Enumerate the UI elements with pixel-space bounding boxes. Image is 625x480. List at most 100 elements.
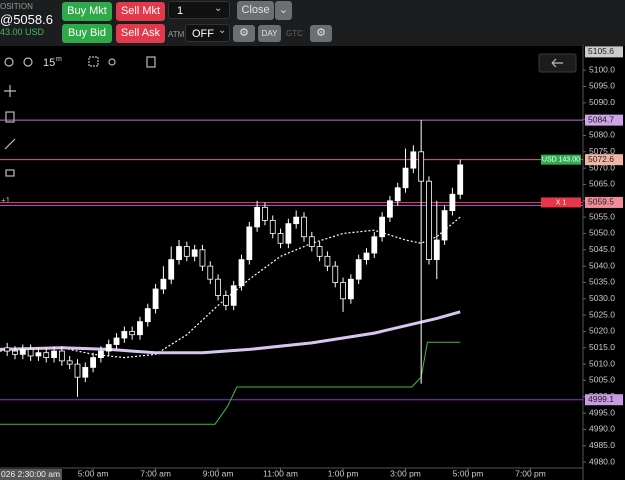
y-tick-label: 5010.0 <box>589 358 615 368</box>
level-label-box <box>585 394 623 406</box>
candle-body <box>340 282 346 300</box>
candle-body <box>269 220 276 234</box>
candle-body <box>207 265 214 280</box>
note-tool[interactable] <box>5 111 15 123</box>
crosshair-time-label: 026 2:30:00 am <box>1 469 60 479</box>
x-tick-label: 5:00 pm <box>453 468 484 478</box>
interval[interactable]: 15 <box>43 57 55 69</box>
buy-market-button[interactable]: Buy Mkt <box>62 2 112 21</box>
interval-unit[interactable]: m <box>56 56 62 63</box>
candle-body <box>402 167 409 189</box>
lock-tool[interactable] <box>5 169 15 177</box>
x-tick-label: 7:00 am <box>140 468 171 478</box>
atm-label: ATM <box>168 30 185 39</box>
atm-chevron[interactable]: ⌄ <box>218 25 227 36</box>
candle-body <box>74 363 81 378</box>
candle-body <box>379 216 386 238</box>
avg-price: @5058.6 <box>0 12 53 27</box>
close-button[interactable]: Close <box>237 1 274 20</box>
candle-body <box>332 265 339 283</box>
level-tag: USD 143.00 <box>542 156 580 163</box>
y-tick-label: 4980.0 <box>589 456 615 466</box>
candle-body <box>12 350 18 355</box>
candle-body <box>129 331 136 336</box>
candle-body <box>35 352 42 357</box>
candle-body <box>387 200 393 218</box>
y-tick-label: 5100.0 <box>589 64 615 74</box>
sell-ask-button[interactable]: Sell Ask <box>116 24 165 43</box>
day-button[interactable]: DAY <box>258 25 281 42</box>
candle-body <box>254 206 261 228</box>
position-label: OSITION <box>0 2 33 11</box>
back-arrow[interactable] <box>551 58 563 68</box>
top-price-label-box <box>585 46 623 58</box>
y-tick-label: 5045.0 <box>589 244 615 254</box>
candle-body <box>152 288 159 309</box>
candle-body <box>277 233 284 244</box>
y-tick-label: 5050.0 <box>589 228 615 238</box>
y-tick-label: 5035.0 <box>589 277 615 287</box>
pnl: 43.00 USD <box>0 27 45 37</box>
quantity-input[interactable]: 1 <box>168 1 230 19</box>
level-label: 5084.7 <box>588 114 614 124</box>
x-tick-label: 11:00 am <box>263 468 298 478</box>
candle-body <box>4 347 11 352</box>
line-tool[interactable] <box>4 138 16 150</box>
order-toolbar: OSITION @5058.6 43.00 USD Buy Mkt Sell M… <box>0 0 625 46</box>
atm-select[interactable]: OFF <box>185 24 230 42</box>
candle-body <box>238 259 245 287</box>
crosshair-time-box <box>0 469 62 480</box>
candle-body <box>66 360 73 365</box>
candle-body <box>19 349 26 355</box>
candle-body <box>43 352 50 358</box>
candle-body <box>418 151 425 182</box>
indicator-line <box>0 216 461 359</box>
x-tick-label: 1:00 pm <box>328 468 359 478</box>
candle-body <box>160 278 167 290</box>
candle-body <box>183 246 190 257</box>
y-tick-label: 5055.0 <box>589 211 615 221</box>
gtc-button[interactable]: GTC <box>286 29 303 38</box>
sell-market-button[interactable]: Sell Mkt <box>116 2 165 21</box>
candle-body <box>285 223 292 244</box>
candle-body <box>371 236 378 254</box>
buy-bid-button[interactable]: Buy Bid <box>62 24 112 43</box>
y-tick-label: 4995.0 <box>589 407 615 417</box>
zoom-out-icon[interactable] <box>23 57 33 67</box>
candle-body <box>355 259 362 280</box>
y-tick-label: 5095.0 <box>589 81 615 91</box>
zoom-in-icon[interactable] <box>4 57 14 67</box>
level-label-box <box>585 114 623 126</box>
chart-toolbar <box>4 53 577 177</box>
copy-icon[interactable] <box>146 56 156 68</box>
candle-body <box>58 350 65 362</box>
close-dropdown[interactable]: ⌄ <box>275 1 292 20</box>
candle-body <box>82 366 89 378</box>
level-tag: X 1 <box>556 199 567 206</box>
candle-body <box>105 344 112 352</box>
candle-body <box>394 187 401 202</box>
candle-body <box>246 226 253 261</box>
y-tick-label: 5030.0 <box>589 293 615 303</box>
level-label: 5072.6 <box>588 154 614 164</box>
candle-body <box>449 193 456 212</box>
level-label-box <box>585 196 623 208</box>
select-icon[interactable] <box>88 56 99 67</box>
crosshair-tool[interactable] <box>4 85 16 97</box>
quantity-chevron[interactable]: ⌄ <box>214 3 223 14</box>
plot-area <box>0 119 583 425</box>
level-label: 4999.1 <box>588 394 614 404</box>
atm-settings[interactable]: ⚙ <box>233 25 255 42</box>
candle-body <box>191 249 198 257</box>
candle-body <box>215 278 221 296</box>
x-tick-label: 7:00 pm <box>515 468 546 478</box>
candle-body <box>426 180 432 261</box>
candle-body <box>144 308 151 323</box>
order-settings[interactable]: ⚙ <box>310 25 332 42</box>
candle-body <box>113 337 120 345</box>
top-price-label: 5105.6 <box>588 46 614 56</box>
candle-body <box>176 246 182 261</box>
settings-icon[interactable] <box>108 58 116 66</box>
chart: 15 m +1 4980.04985.04990.04995.05000.050… <box>0 45 623 480</box>
candle-body <box>51 350 57 358</box>
